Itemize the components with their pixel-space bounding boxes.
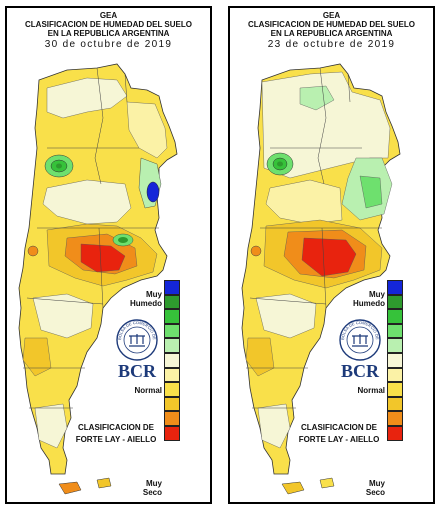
svg-text:BOLSA DE COMERCIO DE ROSARIO: BOLSA DE COMERCIO DE ROSARIO — [338, 318, 380, 340]
legend-swatch — [387, 280, 403, 295]
header-subtitle-2: EN LA REPUBLICA ARGENTINA — [270, 29, 393, 38]
legend-swatch — [387, 425, 403, 441]
legend-swatch — [164, 425, 180, 441]
legend-color-scale — [387, 280, 407, 441]
soil-moisture-map — [18, 63, 178, 495]
classification-line-1: CLASIFICACION DE — [78, 423, 154, 432]
legend-swatch — [164, 323, 180, 339]
classification-line-1: CLASIFICACION DE — [301, 423, 377, 432]
legend-swatch — [164, 352, 180, 368]
legend-swatch — [164, 294, 180, 310]
legend-swatch — [387, 382, 403, 397]
legend-color-scale — [164, 280, 184, 441]
header-title: GEA — [99, 11, 118, 20]
classification-line-2: FORTE LAY - AIELLO — [298, 435, 380, 444]
legend-swatch — [387, 309, 403, 324]
map-date: 30 de octubre de 2019 — [44, 39, 173, 50]
header-title: GEA — [322, 11, 341, 20]
header-subtitle: CLASIFICACION DE HUMEDAD DEL SUELO — [25, 20, 192, 29]
legend-swatch — [387, 338, 403, 353]
legend-swatch — [164, 309, 180, 324]
legend-label-muy-seco: Muy Seco — [365, 479, 385, 497]
classification-line-2: FORTE LAY - AIELLO — [75, 435, 157, 444]
legend-swatch — [164, 382, 180, 397]
bcr-logo-text: BCR — [117, 361, 156, 381]
legend-swatch — [164, 280, 180, 295]
legend-swatch — [387, 294, 403, 310]
bcr-logo-text: BCR — [340, 361, 379, 381]
legend-label-normal: Normal — [134, 386, 162, 395]
legend-label-normal: Normal — [357, 386, 385, 395]
map-panel-oct-23: GEA CLASIFICACION DE HUMEDAD DEL SUELO E… — [228, 6, 435, 504]
svg-text:BOLSA DE COMERCIO DE ROSARIO: BOLSA DE COMERCIO DE ROSARIO — [115, 318, 157, 340]
legend-swatch — [387, 396, 403, 412]
legend-swatch — [164, 367, 180, 383]
header-subtitle: CLASIFICACION DE HUMEDAD DEL SUELO — [248, 20, 415, 29]
legend-label-muy-humedo: Muy Humedo — [130, 290, 162, 308]
legend-label-muy-humedo: Muy Humedo — [353, 290, 385, 308]
map-panel-oct-30: GEA CLASIFICACION DE HUMEDAD DEL SUELO E… — [5, 6, 212, 504]
legend-swatch — [387, 411, 403, 426]
header-subtitle-2: EN LA REPUBLICA ARGENTINA — [47, 29, 170, 38]
soil-moisture-map — [241, 63, 401, 495]
bcr-seal-logo: BOLSA DE COMERCIO DE ROSARIO — [115, 318, 158, 361]
legend-swatch — [387, 323, 403, 339]
legend-swatch — [387, 367, 403, 383]
legend-swatch — [164, 396, 180, 412]
legend-swatch — [387, 352, 403, 368]
legend-swatch — [164, 338, 180, 353]
legend-label-muy-seco: Muy Seco — [142, 479, 162, 497]
map-date: 23 de octubre de 2019 — [267, 39, 396, 50]
bcr-seal-logo: BOLSA DE COMERCIO DE ROSARIO — [338, 318, 381, 361]
legend-swatch — [164, 411, 180, 426]
